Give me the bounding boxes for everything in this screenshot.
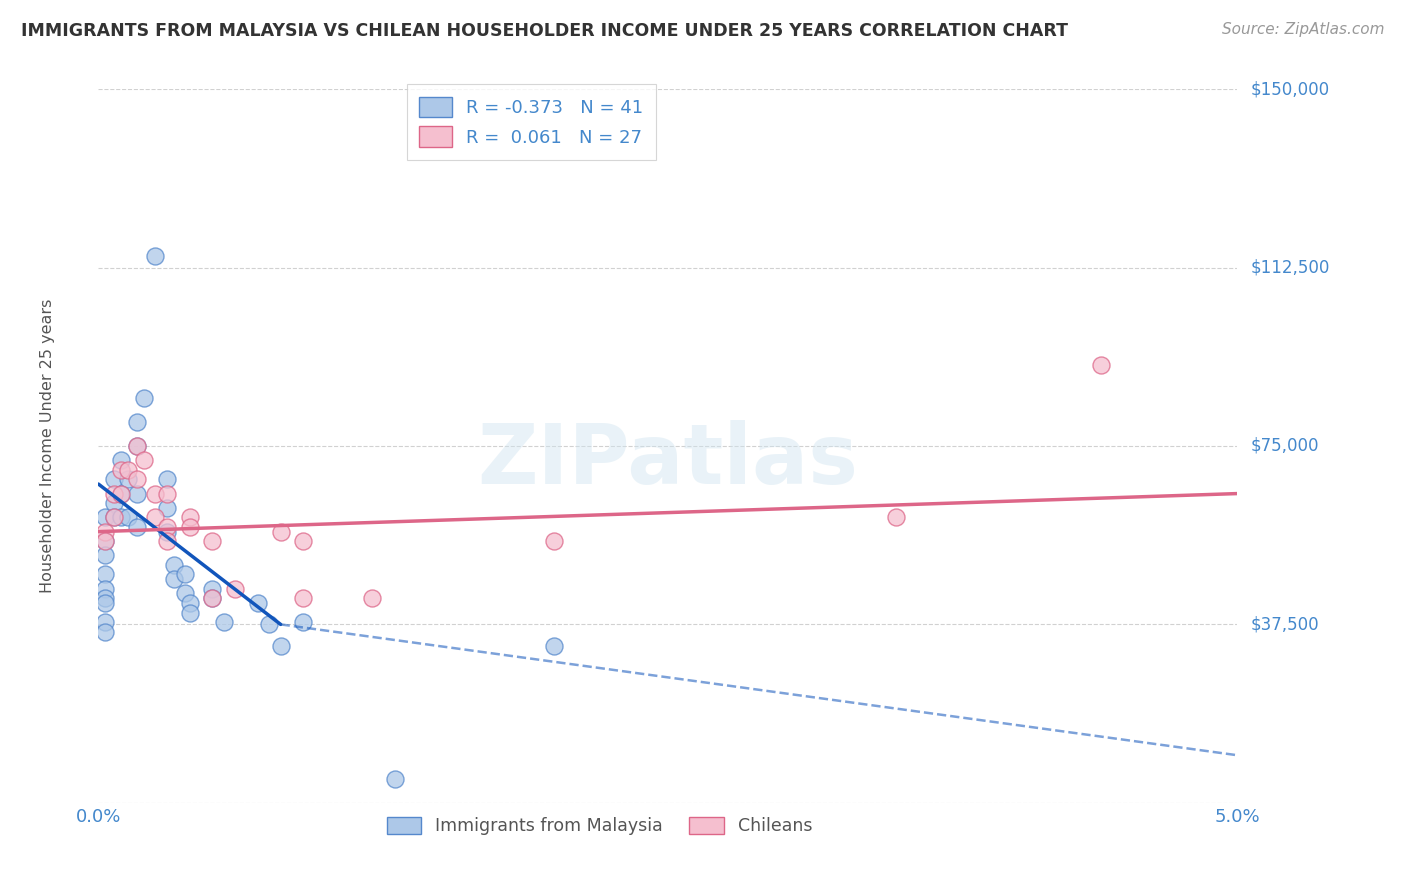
Point: [117, 472, 139, 486]
Point: [132, 392, 155, 406]
Point: [94, 596, 117, 610]
Point: [94, 582, 117, 596]
Point: [127, 439, 149, 453]
Point: [110, 510, 132, 524]
Point: [543, 534, 565, 549]
Point: [145, 249, 167, 263]
Point: [156, 472, 179, 486]
Point: [127, 520, 149, 534]
Point: [179, 510, 201, 524]
Point: [117, 510, 139, 524]
Point: [127, 486, 149, 500]
Point: [156, 524, 179, 539]
Point: [156, 500, 179, 515]
Point: [127, 472, 149, 486]
Point: [246, 596, 269, 610]
Point: [292, 591, 315, 606]
Point: [179, 606, 201, 620]
Point: [103, 496, 125, 510]
Point: [94, 549, 117, 563]
Point: [94, 624, 117, 639]
Point: [201, 591, 224, 606]
Text: ZIPatlas: ZIPatlas: [478, 420, 858, 500]
Point: [94, 567, 117, 582]
Point: [110, 486, 132, 500]
Point: [179, 520, 201, 534]
Point: [384, 772, 406, 786]
Point: [103, 510, 125, 524]
Point: [162, 572, 184, 586]
Text: Source: ZipAtlas.com: Source: ZipAtlas.com: [1222, 22, 1385, 37]
Point: [292, 615, 315, 629]
Point: [127, 439, 149, 453]
Point: [132, 453, 155, 467]
Point: [162, 558, 184, 572]
Text: $37,500: $37,500: [1251, 615, 1320, 633]
Point: [94, 534, 117, 549]
Point: [94, 591, 117, 606]
Point: [224, 582, 246, 596]
Text: Householder Income Under 25 years: Householder Income Under 25 years: [39, 299, 55, 593]
Legend: Immigrants from Malaysia, Chileans: Immigrants from Malaysia, Chileans: [378, 808, 821, 844]
Text: $75,000: $75,000: [1251, 437, 1319, 455]
Text: $150,000: $150,000: [1251, 80, 1330, 98]
Point: [110, 453, 132, 467]
Point: [156, 520, 179, 534]
Point: [103, 486, 125, 500]
Point: [103, 472, 125, 486]
Point: [212, 615, 235, 629]
Point: [174, 567, 197, 582]
Point: [145, 510, 167, 524]
Point: [543, 639, 565, 653]
Point: [884, 510, 907, 524]
Point: [117, 463, 139, 477]
Point: [145, 486, 167, 500]
Point: [156, 534, 179, 549]
Point: [156, 486, 179, 500]
Point: [259, 617, 281, 632]
Point: [201, 591, 224, 606]
Point: [110, 463, 132, 477]
Point: [292, 534, 315, 549]
Point: [127, 415, 149, 429]
Point: [270, 639, 292, 653]
Text: IMMIGRANTS FROM MALAYSIA VS CHILEAN HOUSEHOLDER INCOME UNDER 25 YEARS CORRELATIO: IMMIGRANTS FROM MALAYSIA VS CHILEAN HOUS…: [21, 22, 1069, 40]
Point: [201, 582, 224, 596]
Point: [94, 524, 117, 539]
Point: [179, 596, 201, 610]
Point: [110, 486, 132, 500]
Point: [94, 510, 117, 524]
Point: [174, 586, 197, 600]
Text: $112,500: $112,500: [1251, 259, 1330, 277]
Point: [103, 510, 125, 524]
Point: [201, 534, 224, 549]
Point: [94, 534, 117, 549]
Point: [1090, 358, 1112, 372]
Point: [360, 591, 382, 606]
Point: [270, 524, 292, 539]
Point: [94, 615, 117, 629]
